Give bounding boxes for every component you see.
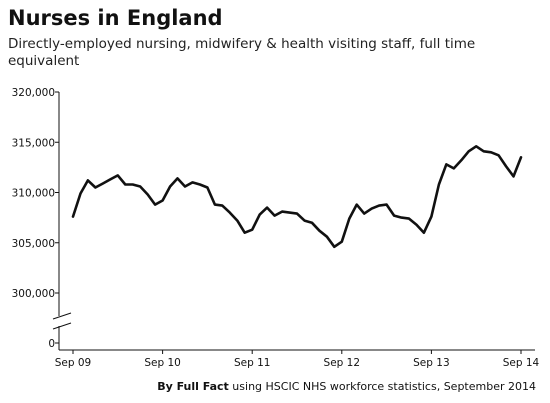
series-layer bbox=[71, 145, 523, 249]
axis-break-mark bbox=[52, 312, 72, 320]
source-note: By Full Fact using HSCIC NHS workforce s… bbox=[157, 380, 536, 393]
y-tick-label: 320,000 bbox=[12, 87, 55, 99]
x-tick-label: Sep 11 bbox=[234, 357, 271, 369]
series-line bbox=[71, 145, 523, 249]
x-tick-label: Sep 14 bbox=[503, 357, 540, 369]
y-axis: 0 300,000 305,000 310,000 315,000 320,000 bbox=[12, 87, 72, 350]
y-tick-label: 305,000 bbox=[12, 238, 55, 250]
x-tick-label: Sep 12 bbox=[324, 357, 361, 369]
y-tick-label: 310,000 bbox=[12, 188, 55, 200]
y-tick-label: 0 bbox=[48, 338, 55, 350]
x-tick-label: Sep 10 bbox=[144, 357, 181, 369]
x-axis: Sep 09 Sep 10 Sep 11 Sep 12 Sep 13 Sep 14 bbox=[55, 349, 540, 369]
chart-subtitle: Directly-employed nursing, midwifery & h… bbox=[8, 36, 476, 69]
x-tick-label: Sep 13 bbox=[413, 357, 450, 369]
axis-break-mark bbox=[52, 322, 72, 330]
source-author: By Full Fact bbox=[157, 380, 229, 393]
source-text: using HSCIC NHS workforce statistics, Se… bbox=[228, 380, 536, 393]
x-tick-label: Sep 09 bbox=[55, 357, 92, 369]
y-tick-label: 315,000 bbox=[12, 137, 55, 149]
y-tick-label: 300,000 bbox=[12, 288, 55, 300]
chart-title: Nurses in England bbox=[8, 6, 223, 30]
